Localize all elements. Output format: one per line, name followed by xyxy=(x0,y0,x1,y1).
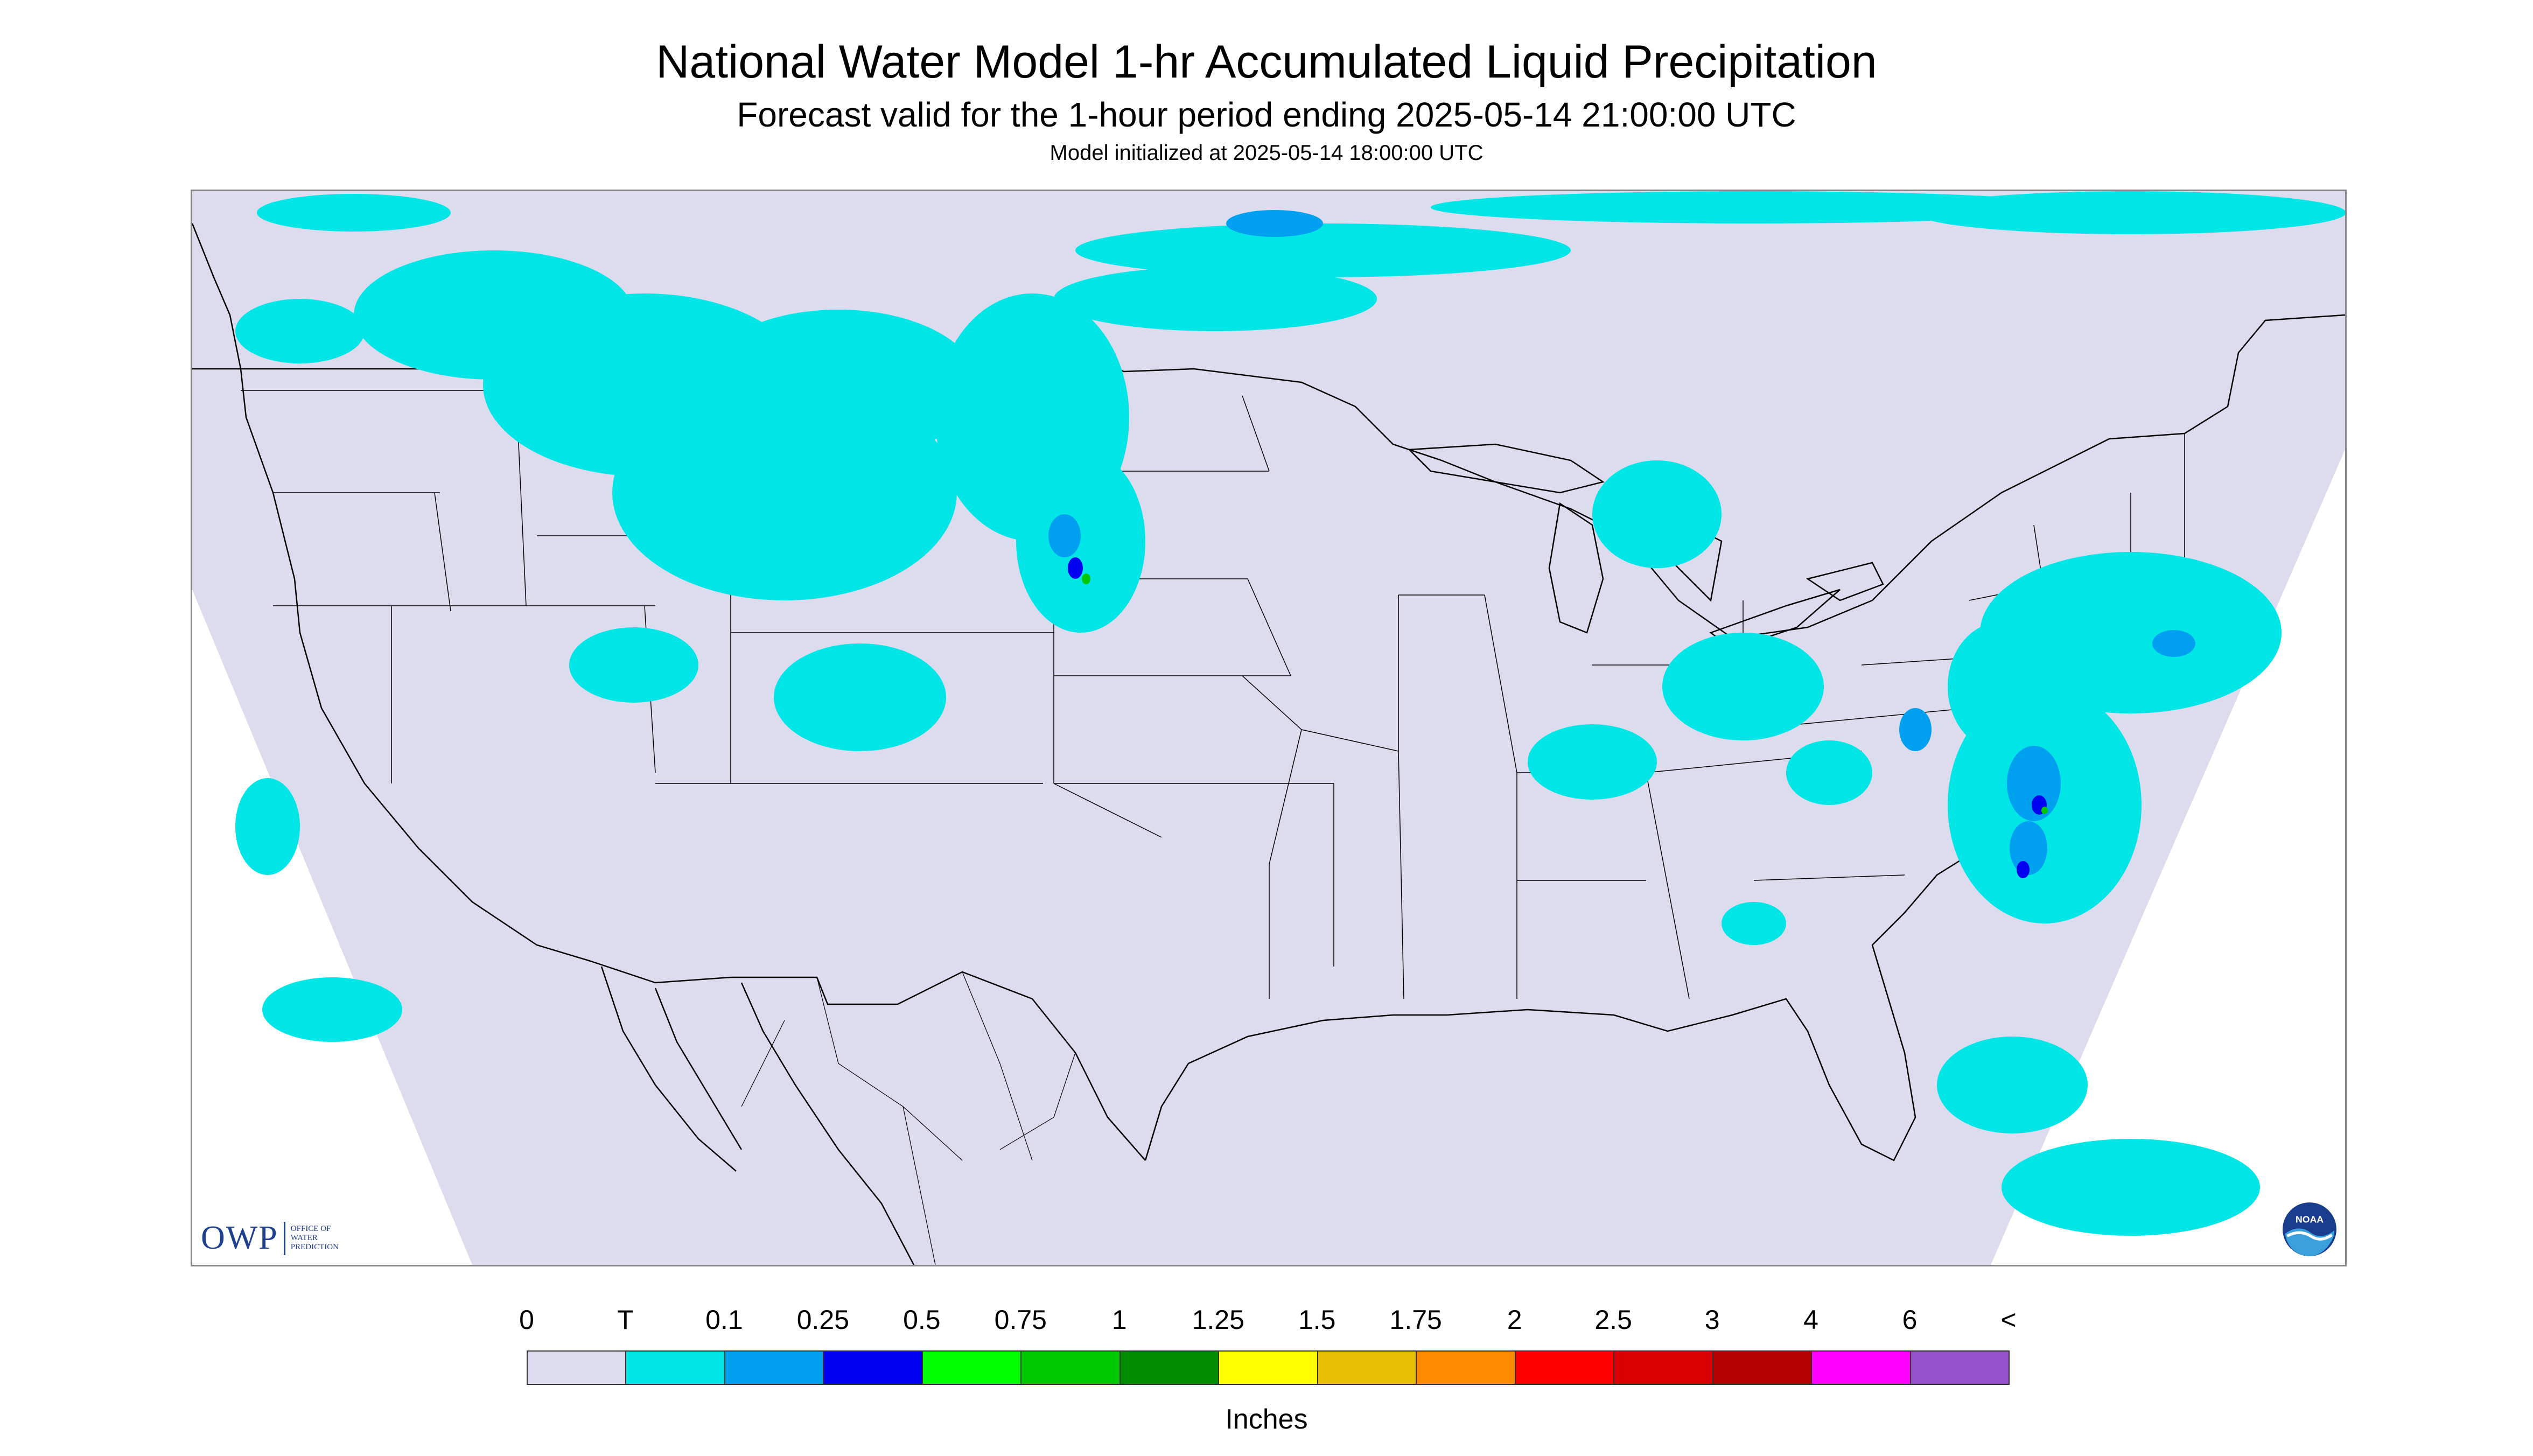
legend-swatch xyxy=(921,1350,1022,1385)
legend-label: 1 xyxy=(1111,1305,1127,1335)
legend-label: T xyxy=(617,1305,634,1335)
mexico-mainland-coast xyxy=(740,982,915,1265)
legend-label: < xyxy=(2000,1305,2017,1335)
noaa-logo: NOAA xyxy=(2283,1202,2336,1256)
mexico-state-boundaries xyxy=(741,971,1076,1265)
legend-label: 2.5 xyxy=(1594,1305,1632,1335)
owp-logo-letters: OWP xyxy=(201,1220,278,1256)
map-canvas xyxy=(192,191,2345,1265)
precip-light xyxy=(1048,210,2195,875)
legend-swatch xyxy=(625,1350,725,1385)
legend-swatch xyxy=(823,1350,923,1385)
map-title: National Water Model 1-hr Accumulated Li… xyxy=(656,36,1877,88)
legend-label: 2 xyxy=(1507,1305,1522,1335)
legend-label: 4 xyxy=(1803,1305,1818,1335)
legend-swatch xyxy=(1020,1350,1121,1385)
legend-swatch xyxy=(1514,1350,1615,1385)
legend-label: 1.25 xyxy=(1192,1305,1244,1335)
legend-swatch xyxy=(724,1350,824,1385)
legend-label: 0 xyxy=(519,1305,534,1335)
legend-label: 1.75 xyxy=(1389,1305,1442,1335)
legend-label: 0.75 xyxy=(994,1305,1047,1335)
legend-swatch xyxy=(1317,1350,1417,1385)
legend-label: 6 xyxy=(1902,1305,1918,1335)
legend-label: 0.5 xyxy=(903,1305,941,1335)
model-init-text: Model initialized at 2025-05-14 18:00:00… xyxy=(1049,141,1484,165)
map-subtitle: Forecast valid for the 1-hour period end… xyxy=(737,95,1796,134)
owp-logo-line: WATER xyxy=(290,1234,318,1242)
legend-swatch xyxy=(1416,1350,1516,1385)
legend-label: 3 xyxy=(1704,1305,1720,1335)
precip-trace xyxy=(235,191,2345,1236)
precip-heavy xyxy=(1082,573,2048,814)
legend-swatch xyxy=(1909,1350,2010,1385)
legend-label: 0.1 xyxy=(705,1305,743,1335)
great-lakes xyxy=(1408,443,1884,650)
owp-logo-line: OFFICE OF xyxy=(290,1224,331,1233)
legend-units: Inches xyxy=(1225,1404,1308,1435)
owp-logo-text: OFFICE OF WATER PREDICTION xyxy=(291,1224,339,1252)
legend-label: 0.25 xyxy=(796,1305,850,1335)
baja-peninsula xyxy=(600,966,743,1172)
owp-logo-line: PREDICTION xyxy=(290,1243,339,1251)
legend-swatch xyxy=(1811,1350,1911,1385)
mexico-border xyxy=(590,960,1146,1161)
legend-swatch xyxy=(1218,1350,1318,1385)
legend-label: 1.5 xyxy=(1298,1305,1336,1335)
owp-logo-divider xyxy=(283,1221,285,1255)
legend-swatch xyxy=(1712,1350,1813,1385)
legend-swatch xyxy=(1613,1350,1713,1385)
noaa-logo-text: NOAA xyxy=(2296,1214,2324,1225)
precip-legend: 0 T 0.1 0.25 0.5 0.75 1 1.25 1.5 1.75 2 2.5 3 4 6 < xyxy=(519,1304,2017,1385)
owp-logo: OWP OFFICE OF WATER PREDICTION xyxy=(201,1219,339,1257)
legend-swatch xyxy=(1119,1350,1220,1385)
legend-swatch xyxy=(527,1350,627,1385)
precipitation-map: OWP OFFICE OF WATER PREDICTION NOAA xyxy=(191,190,2347,1266)
